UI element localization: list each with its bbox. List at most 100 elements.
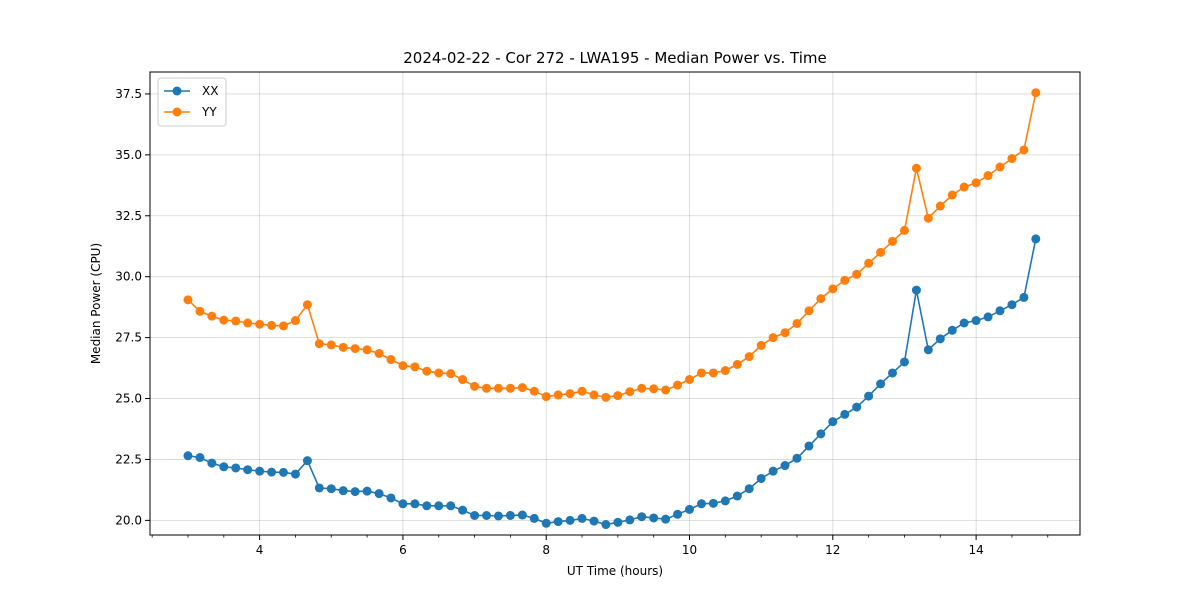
data-point-xx xyxy=(422,501,432,511)
data-point-xx xyxy=(720,496,730,506)
data-point-xx xyxy=(685,504,695,514)
data-point-yy xyxy=(1019,145,1029,155)
data-point-yy xyxy=(649,384,659,394)
y-axis: 20.0 22.5 25.0 27.5 30.0 32.5 35.0 37.5 xyxy=(115,87,150,527)
data-point-yy xyxy=(482,383,492,393)
data-point-yy xyxy=(362,345,372,355)
data-point-yy xyxy=(673,380,683,390)
data-point-xx xyxy=(446,501,456,511)
y-axis-label: Median Power (CPU) xyxy=(89,243,103,364)
data-point-yy xyxy=(410,362,420,372)
y-tick-label: 35.0 xyxy=(115,148,142,162)
data-point-yy xyxy=(661,385,671,395)
series-layer xyxy=(183,88,1041,530)
data-point-yy xyxy=(768,333,778,343)
data-point-yy xyxy=(744,352,754,362)
data-point-yy xyxy=(183,295,193,305)
data-point-yy xyxy=(756,340,766,350)
data-point-yy xyxy=(720,366,730,376)
data-point-yy xyxy=(565,389,575,399)
data-point-xx xyxy=(243,465,253,475)
data-point-yy xyxy=(470,381,480,391)
data-point-xx xyxy=(995,306,1005,316)
x-tick-label: 10 xyxy=(682,543,697,557)
data-point-yy xyxy=(864,258,874,268)
data-point-xx xyxy=(780,461,790,471)
data-point-xx xyxy=(852,402,862,412)
data-point-xx xyxy=(267,467,277,477)
data-point-yy xyxy=(374,348,384,358)
data-point-xx xyxy=(804,441,814,451)
y-tick-label: 20.0 xyxy=(115,513,142,527)
data-point-xx xyxy=(1031,234,1041,244)
data-point-xx xyxy=(661,514,671,524)
data-point-yy xyxy=(685,375,695,385)
data-point-xx xyxy=(386,493,396,503)
data-point-xx xyxy=(696,499,706,509)
data-point-yy xyxy=(446,369,456,379)
data-point-yy xyxy=(195,306,205,316)
data-point-yy xyxy=(314,339,324,349)
data-point-yy xyxy=(207,311,217,321)
data-point-yy xyxy=(923,213,933,223)
data-point-xx xyxy=(971,316,981,326)
data-point-xx xyxy=(887,368,897,378)
data-point-xx xyxy=(231,463,241,473)
y-tick-label: 37.5 xyxy=(115,87,142,101)
data-point-yy xyxy=(947,190,957,200)
data-point-yy xyxy=(219,315,229,325)
x-tick-label: 14 xyxy=(968,543,983,557)
data-point-xx xyxy=(458,505,468,515)
x-axis: 4 6 8 10 12 14 xyxy=(151,535,1049,557)
data-point-yy xyxy=(613,391,623,401)
x-tick-label: 4 xyxy=(256,543,264,557)
data-point-yy xyxy=(255,319,265,329)
data-point-yy xyxy=(708,368,718,378)
data-point-xx xyxy=(935,334,945,344)
data-point-yy xyxy=(732,359,742,369)
data-point-xx xyxy=(637,512,647,522)
data-point-xx xyxy=(362,486,372,496)
data-point-xx xyxy=(470,511,480,521)
data-point-xx xyxy=(278,467,288,477)
data-point-yy xyxy=(553,390,563,400)
data-point-xx xyxy=(959,318,969,328)
data-point-yy xyxy=(529,386,539,396)
data-point-yy xyxy=(398,361,408,371)
data-point-xx xyxy=(398,499,408,509)
legend-label: XX xyxy=(202,84,218,98)
data-point-xx xyxy=(673,509,683,519)
legend: XX YY xyxy=(157,77,227,127)
data-point-yy xyxy=(887,236,897,246)
data-point-yy xyxy=(911,163,921,173)
data-point-xx xyxy=(649,513,659,523)
data-point-yy xyxy=(696,368,706,378)
data-point-yy xyxy=(852,269,862,279)
data-point-yy xyxy=(899,225,909,235)
data-point-xx xyxy=(338,486,348,496)
data-point-yy xyxy=(804,306,814,316)
data-point-yy xyxy=(505,383,515,393)
data-point-xx xyxy=(529,513,539,523)
data-point-yy xyxy=(577,386,587,396)
data-point-xx xyxy=(923,345,933,355)
data-point-xx xyxy=(828,417,838,427)
data-point-xx xyxy=(756,473,766,483)
x-tick-label: 8 xyxy=(542,543,550,557)
data-point-xx xyxy=(947,325,957,335)
legend-label: YY xyxy=(201,105,217,119)
data-point-yy xyxy=(625,387,635,397)
data-point-xx xyxy=(1007,300,1017,310)
data-point-yy xyxy=(828,284,838,294)
data-point-yy xyxy=(350,344,360,354)
data-point-xx xyxy=(792,453,802,463)
data-point-yy xyxy=(1007,154,1017,164)
data-point-xx xyxy=(708,498,718,508)
data-point-yy xyxy=(792,318,802,328)
data-point-yy xyxy=(589,390,599,400)
data-point-yy xyxy=(302,300,312,310)
data-point-yy xyxy=(840,275,850,285)
data-point-yy xyxy=(458,375,468,385)
chart-title: 2024-02-22 - Cor 272 - LWA195 - Median P… xyxy=(403,49,827,67)
data-point-xx xyxy=(744,484,754,494)
